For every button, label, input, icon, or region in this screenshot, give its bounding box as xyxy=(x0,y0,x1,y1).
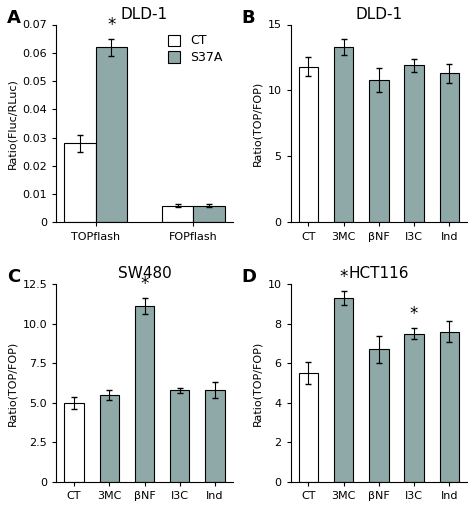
Bar xyxy=(299,67,318,223)
Title: HCT116: HCT116 xyxy=(348,267,409,281)
Bar xyxy=(162,206,193,223)
Bar xyxy=(170,390,190,482)
Bar xyxy=(299,373,318,482)
Text: *: * xyxy=(140,275,149,293)
Bar xyxy=(205,390,225,482)
Bar xyxy=(334,298,353,482)
Text: *: * xyxy=(339,268,348,286)
Text: *: * xyxy=(410,305,418,323)
Bar xyxy=(440,332,459,482)
Bar xyxy=(64,143,96,223)
Y-axis label: Ratio(TOP/FOP): Ratio(TOP/FOP) xyxy=(7,340,17,426)
Bar xyxy=(369,350,389,482)
Title: DLD-1: DLD-1 xyxy=(121,7,168,22)
Bar xyxy=(334,47,353,223)
Text: C: C xyxy=(7,268,20,286)
Legend: CT, S37A: CT, S37A xyxy=(164,31,227,68)
Y-axis label: Ratio(TOP/FOP): Ratio(TOP/FOP) xyxy=(252,81,262,166)
Bar xyxy=(100,395,119,482)
Text: *: * xyxy=(107,16,116,34)
Bar xyxy=(404,66,424,223)
Bar xyxy=(369,80,389,223)
Y-axis label: Ratio(Fluc/RLuc): Ratio(Fluc/RLuc) xyxy=(7,78,17,169)
Bar xyxy=(193,206,225,223)
Bar xyxy=(64,403,84,482)
Bar xyxy=(404,334,424,482)
Bar xyxy=(440,73,459,223)
Title: SW480: SW480 xyxy=(118,267,172,281)
Bar xyxy=(135,306,154,482)
Bar xyxy=(96,47,127,223)
Title: DLD-1: DLD-1 xyxy=(356,7,402,22)
Text: B: B xyxy=(241,9,255,26)
Text: D: D xyxy=(241,268,256,286)
Y-axis label: Ratio(TOP/FOP): Ratio(TOP/FOP) xyxy=(252,340,262,426)
Text: A: A xyxy=(7,9,21,26)
